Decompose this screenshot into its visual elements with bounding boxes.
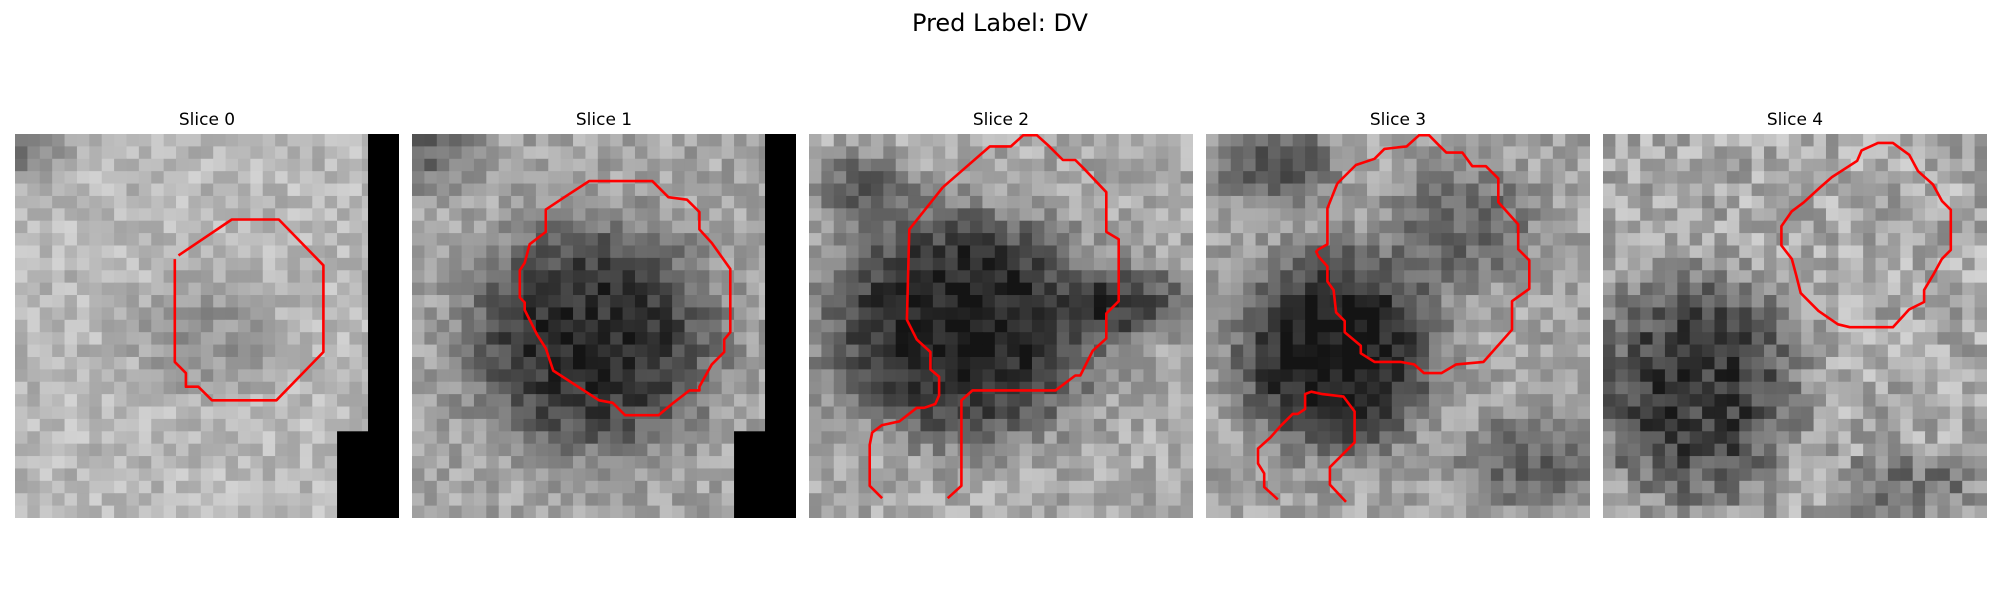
slice-title: Slice 4: [1766, 110, 1824, 130]
padding-region: [765, 134, 796, 433]
slice-panel-0: Slice 0: [15, 109, 399, 518]
segmentation-contour: [868, 186, 944, 500]
slice-image: [809, 134, 1193, 518]
slice-panel-3: Slice 3: [1206, 109, 1590, 518]
slice-panel-4: Slice 4: [1603, 109, 1987, 518]
segmentation-contour: [173, 218, 325, 402]
segmentation-contour: [1314, 134, 1531, 375]
slice-image: [1206, 134, 1590, 518]
segmentation-contour: [1780, 141, 1953, 329]
slice-panel-2: Slice 2: [809, 109, 1193, 518]
slice-image: [412, 134, 796, 518]
slice-title: Slice 3: [1369, 110, 1427, 130]
segmentation-contour: [1256, 390, 1356, 503]
slice-panel-1: Slice 1: [412, 109, 796, 518]
padding-region: [368, 134, 399, 433]
slice-image: [15, 134, 399, 518]
padding-region: [337, 431, 399, 518]
slice-title: Slice 1: [575, 110, 633, 130]
slice-title: Slice 0: [178, 110, 236, 130]
slice-title: Slice 2: [972, 110, 1030, 130]
padding-region: [734, 431, 796, 518]
slice-image: [1603, 134, 1987, 518]
segmentation-contour: [518, 179, 732, 417]
segmentation-contour: [941, 134, 1121, 500]
figure-title: Pred Label: DV: [912, 9, 1088, 37]
